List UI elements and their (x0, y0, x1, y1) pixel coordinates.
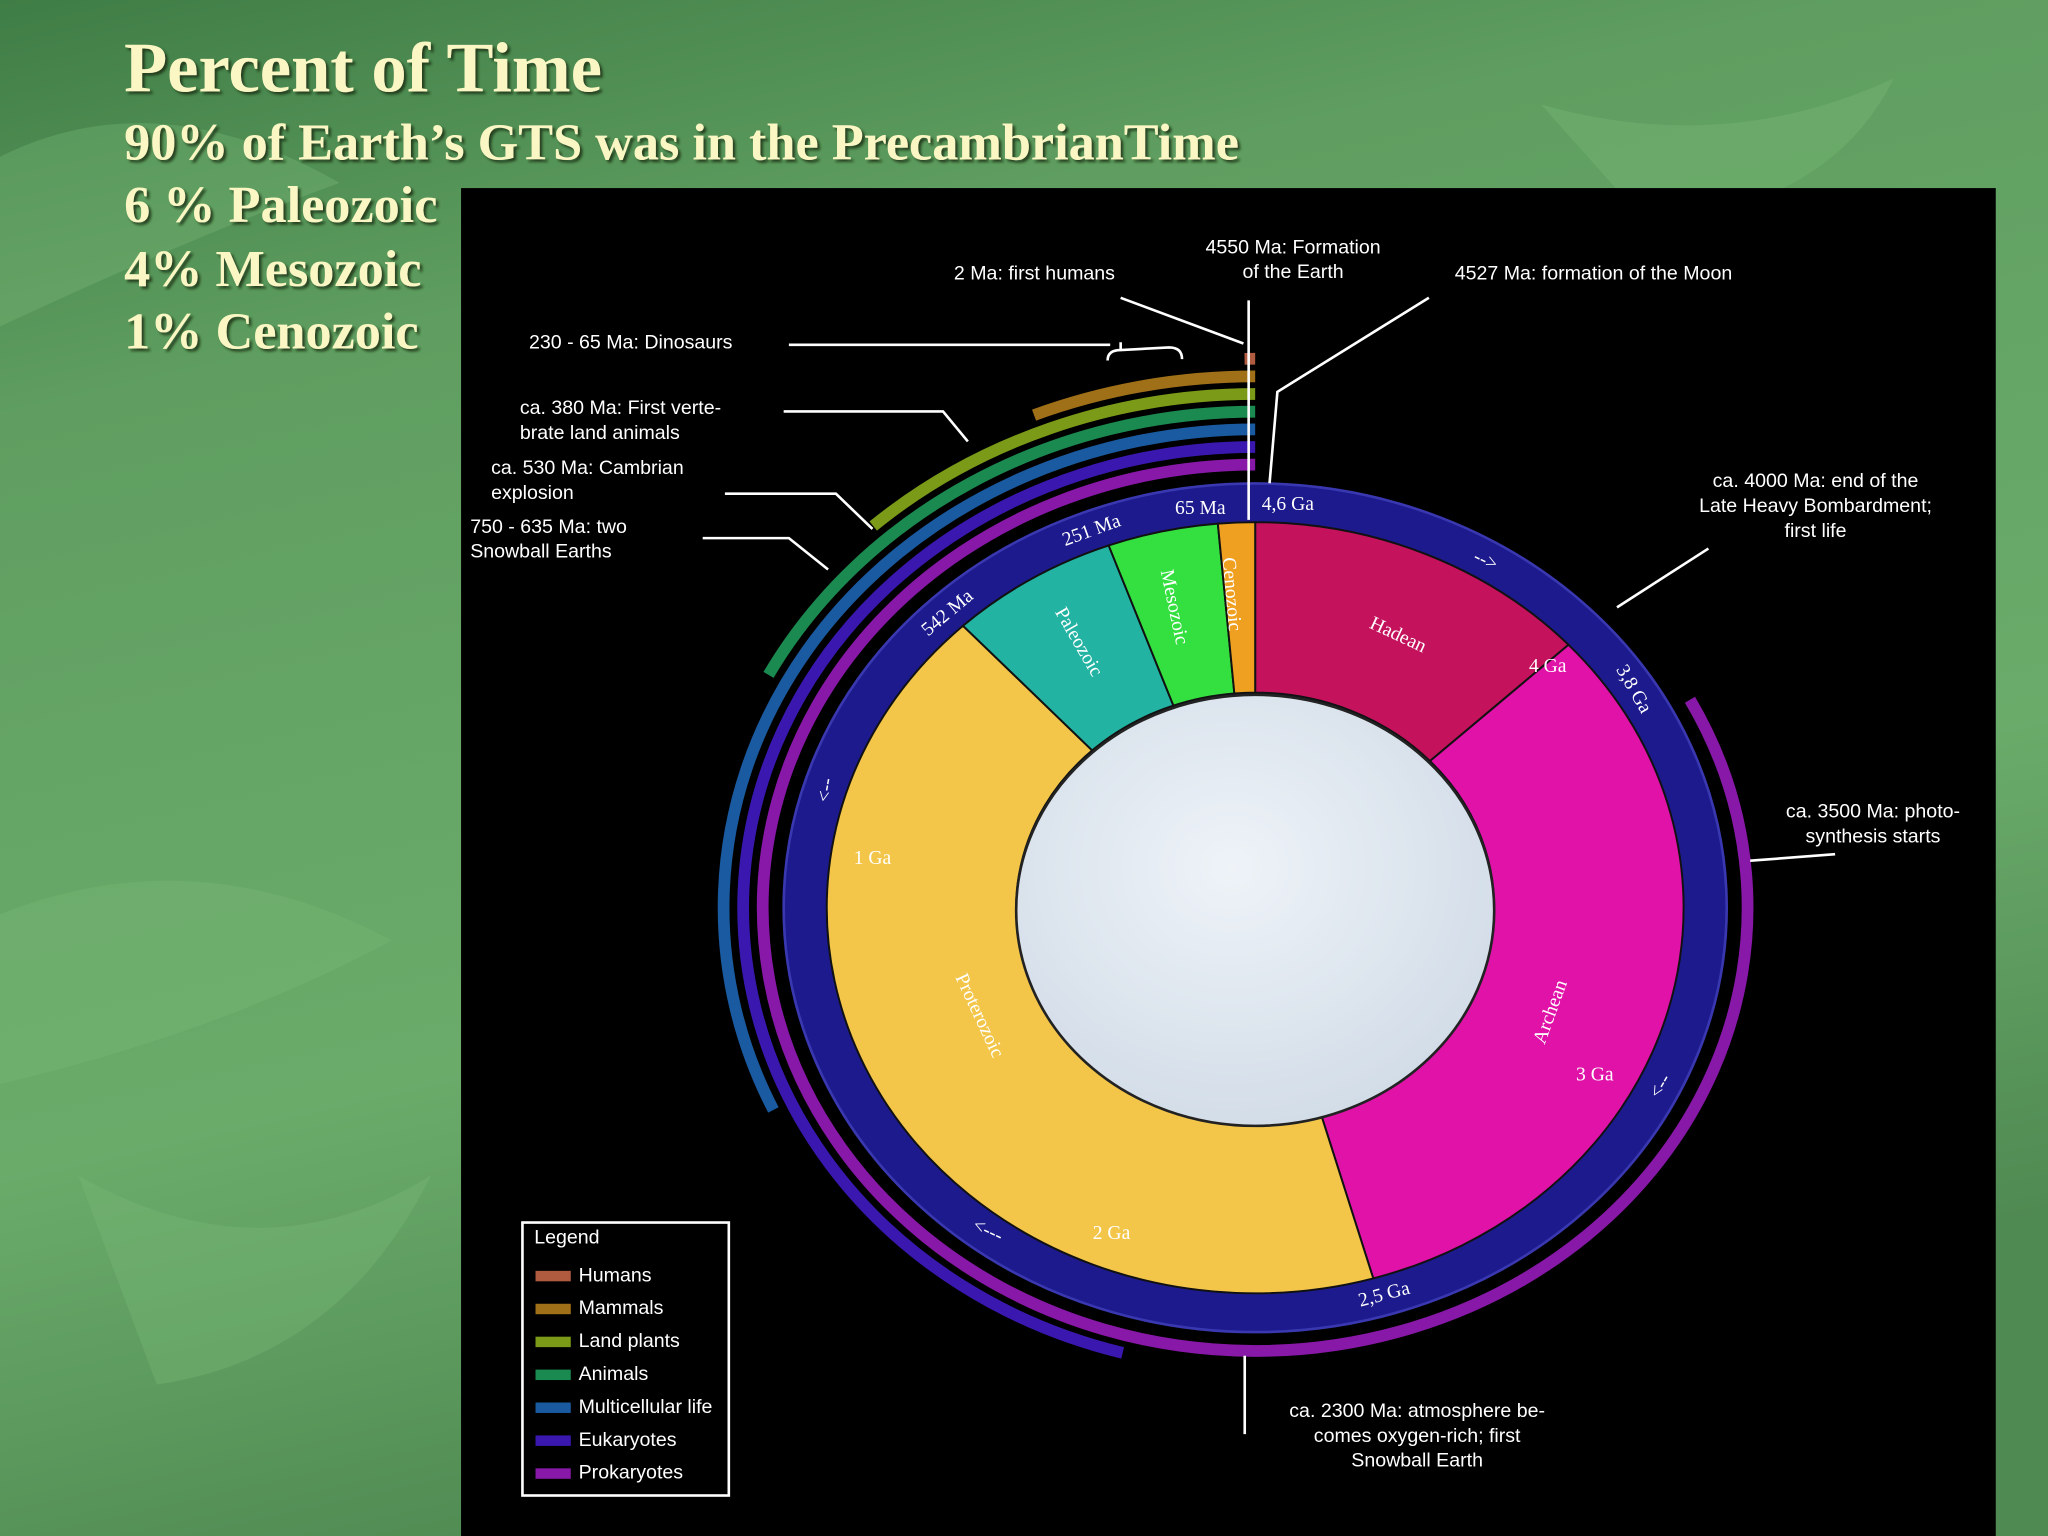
legend-swatch (535, 1336, 571, 1348)
legend-label: Prokaryotes (579, 1462, 684, 1484)
leader-line (1268, 296, 1430, 484)
center-plate (1014, 693, 1496, 1128)
annotation: 2 Ma: first humans (954, 262, 1115, 284)
ring-label: 2 Ga (1093, 1223, 1131, 1244)
annotation: comes oxygen-rich; first (1314, 1425, 1521, 1447)
legend-swatch (535, 1435, 571, 1446)
direction-arrow: <-- (813, 776, 838, 803)
annotation: explosion (491, 482, 574, 504)
legend-label: Humans (579, 1264, 652, 1286)
slide-line: 1% Cenozoic (124, 303, 418, 361)
annotation: ca. 3500 Ma: photo- (1786, 801, 1960, 823)
legend-swatch (535, 1402, 571, 1413)
life-arc (717, 423, 1256, 1113)
ring-label: 4,6 Ga (1262, 494, 1315, 515)
legend-label: Mammals (579, 1297, 664, 1319)
legend-label: Animals (579, 1363, 649, 1385)
leader-line (783, 410, 969, 443)
annotation: 750 - 635 Ma: two (470, 516, 627, 538)
life-arc (1032, 370, 1256, 421)
legend-label: Land plants (579, 1330, 680, 1352)
annotation: 230 - 65 Ma: Dinosaurs (529, 332, 733, 354)
annotation: brate land animals (520, 422, 680, 444)
leader-line (1750, 852, 1836, 863)
ring-label: 4 Ga (1529, 656, 1567, 677)
legend-swatch (535, 1369, 571, 1381)
legend-swatch (535, 1468, 571, 1479)
annotation: 4527 Ma: formation of the Moon (1455, 262, 1733, 284)
legend-label: Eukaryotes (579, 1429, 677, 1451)
annotation: 4550 Ma: Formation (1205, 236, 1380, 258)
annotation: Snowball Earth (1351, 1450, 1483, 1472)
legend-title: Legend (534, 1226, 599, 1248)
life-arc (737, 441, 1256, 1359)
annotation: Snowball Earths (470, 541, 612, 563)
bracket (1106, 342, 1184, 361)
life-arc (869, 388, 1256, 531)
leader-line (1616, 547, 1710, 609)
annotation: ca. 4000 Ma: end of the (1713, 470, 1919, 492)
slide-line: 90% of Earth’s GTS was in the Precambria… (124, 113, 1239, 171)
annotation: synthesis starts (1806, 825, 1941, 847)
ring-label: 65 Ma (1175, 498, 1226, 519)
legend-label: Multicellular life (579, 1396, 713, 1418)
life-arc (756, 458, 1754, 1357)
leader-line (724, 492, 874, 530)
annotation: ca. 380 Ma: First verte- (520, 397, 721, 419)
annotation: ca. 530 Ma: Cambrian (491, 457, 684, 479)
ring-label: 1 Ga (854, 848, 892, 869)
slide-line: 6 % Paleozoic (124, 176, 437, 234)
legend-box (521, 1221, 731, 1497)
era-sector (1216, 521, 1257, 695)
leader-line (1120, 296, 1244, 345)
annotation: Late Heavy Bombardment; (1699, 495, 1932, 517)
era-sector (1254, 521, 1570, 763)
annotation: of the Earth (1242, 261, 1343, 283)
life-arc (763, 405, 1256, 678)
legend-swatch (535, 1303, 571, 1315)
annotation: ca. 2300 Ma: atmosphere be- (1289, 1400, 1545, 1422)
leader-lines (702, 296, 1836, 1435)
leader-line (702, 536, 829, 571)
annotation: first life (1785, 520, 1847, 542)
slide-line: 4% Mesozoic (124, 240, 421, 298)
ring-label: 3 Ga (1576, 1065, 1614, 1086)
slide-title: Percent of Time (124, 29, 602, 107)
legend-swatch (535, 1270, 571, 1282)
